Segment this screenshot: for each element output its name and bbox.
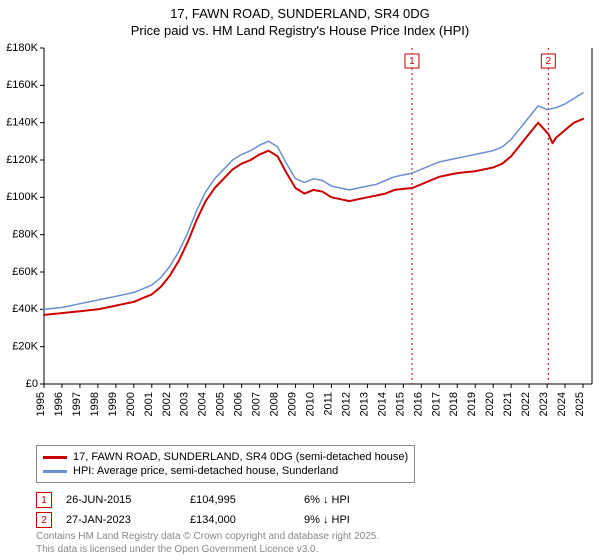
title-line1: 17, FAWN ROAD, SUNDERLAND, SR4 0DG xyxy=(0,6,600,23)
legend-swatch-subject xyxy=(43,456,67,459)
sale-marker-2-date: 27-JAN-2023 xyxy=(66,514,176,526)
svg-text:1997: 1997 xyxy=(71,392,83,416)
svg-text:1996: 1996 xyxy=(53,392,65,416)
attribution-line1: Contains HM Land Registry data © Crown c… xyxy=(36,531,379,544)
sale-marker-2-price: £134,000 xyxy=(190,514,290,526)
title-line2: Price paid vs. HM Land Registry's House … xyxy=(0,23,600,40)
legend-label-subject: 17, FAWN ROAD, SUNDERLAND, SR4 0DG (semi… xyxy=(73,451,408,463)
sale-marker-1-icon: 1 xyxy=(36,492,52,508)
svg-text:2013: 2013 xyxy=(358,392,370,416)
svg-text:1998: 1998 xyxy=(89,392,101,416)
svg-text:£60K: £60K xyxy=(12,266,38,278)
legend-label-hpi: HPI: Average price, semi-detached house,… xyxy=(73,465,338,477)
svg-text:2020: 2020 xyxy=(484,392,496,416)
svg-text:2021: 2021 xyxy=(502,392,514,416)
sale-marker-1-diff: 6% ↓ HPI xyxy=(304,494,424,506)
svg-text:2019: 2019 xyxy=(466,392,478,416)
svg-text:£80K: £80K xyxy=(12,229,38,241)
svg-text:2000: 2000 xyxy=(125,392,137,416)
sale-marker-2-diff: 9% ↓ HPI xyxy=(304,514,424,526)
svg-text:2006: 2006 xyxy=(233,392,245,416)
svg-text:£120K: £120K xyxy=(6,154,38,166)
svg-text:2025: 2025 xyxy=(574,392,586,416)
attribution: Contains HM Land Registry data © Crown c… xyxy=(36,531,379,556)
svg-text:2009: 2009 xyxy=(287,392,299,416)
legend-item-subject: 17, FAWN ROAD, SUNDERLAND, SR4 0DG (semi… xyxy=(43,450,408,464)
svg-text:2017: 2017 xyxy=(430,392,442,416)
svg-text:2018: 2018 xyxy=(448,392,460,416)
svg-text:2005: 2005 xyxy=(215,392,227,416)
svg-text:£20K: £20K xyxy=(12,341,38,353)
svg-text:2015: 2015 xyxy=(394,392,406,416)
svg-text:2008: 2008 xyxy=(269,392,281,416)
svg-text:2022: 2022 xyxy=(520,392,532,416)
svg-text:£0: £0 xyxy=(26,378,38,390)
legend-item-hpi: HPI: Average price, semi-detached house,… xyxy=(43,464,408,478)
sale-marker-2-icon: 2 xyxy=(36,512,52,528)
svg-text:2007: 2007 xyxy=(251,392,263,416)
svg-text:2: 2 xyxy=(546,56,552,67)
sale-marker-1-date: 26-JUN-2015 xyxy=(66,494,176,506)
svg-text:£40K: £40K xyxy=(12,303,38,315)
svg-text:2023: 2023 xyxy=(538,392,550,416)
svg-text:£140K: £140K xyxy=(6,117,38,129)
legend: 17, FAWN ROAD, SUNDERLAND, SR4 0DG (semi… xyxy=(36,445,415,483)
svg-text:2010: 2010 xyxy=(305,392,317,416)
sale-marker-1-price: £104,995 xyxy=(190,494,290,506)
svg-text:1999: 1999 xyxy=(107,392,119,416)
sale-marker-row-1: 1 26-JUN-2015 £104,995 6% ↓ HPI xyxy=(36,490,424,510)
svg-text:1995: 1995 xyxy=(35,392,47,416)
svg-text:£100K: £100K xyxy=(6,191,38,203)
attribution-line2: This data is licensed under the Open Gov… xyxy=(36,544,379,557)
svg-text:2012: 2012 xyxy=(340,392,352,416)
svg-text:2004: 2004 xyxy=(197,392,209,416)
svg-text:£180K: £180K xyxy=(6,42,38,54)
svg-text:£160K: £160K xyxy=(6,79,38,91)
svg-text:2014: 2014 xyxy=(376,392,388,416)
svg-text:2011: 2011 xyxy=(322,392,334,416)
svg-text:2001: 2001 xyxy=(143,392,155,416)
svg-text:2016: 2016 xyxy=(412,392,424,416)
line-chart: £0 £20K £40K £60K £80K £100K £120K £140K £160K £1… xyxy=(0,42,600,442)
legend-swatch-hpi xyxy=(43,470,67,473)
chart-panel: 17, FAWN ROAD, SUNDERLAND, SR4 0DG Price… xyxy=(0,0,600,560)
sale-marker-table: 1 26-JUN-2015 £104,995 6% ↓ HPI 2 27-JAN… xyxy=(36,490,424,530)
svg-text:2002: 2002 xyxy=(161,392,173,416)
chart-title: 17, FAWN ROAD, SUNDERLAND, SR4 0DG Price… xyxy=(0,0,600,40)
svg-text:1: 1 xyxy=(409,56,415,67)
svg-text:2003: 2003 xyxy=(179,392,191,416)
sale-marker-row-2: 2 27-JAN-2023 £134,000 9% ↓ HPI xyxy=(36,510,424,530)
svg-text:2024: 2024 xyxy=(556,392,568,416)
